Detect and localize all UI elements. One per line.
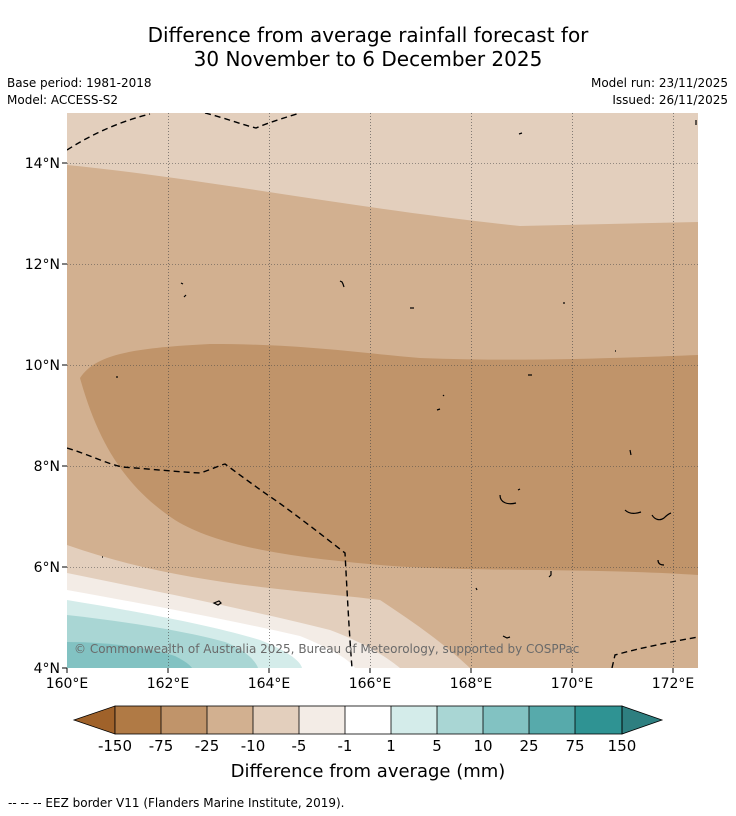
issued-label: Issued: 26/11/2025	[612, 93, 728, 107]
base-period-label: Base period: 1981-2018	[7, 76, 152, 90]
colorbar-label: 75	[565, 737, 584, 755]
lat-label: 8°N	[34, 459, 60, 475]
colorbar-label: -75	[149, 737, 174, 755]
model-label: Model: ACCESS-S2	[7, 93, 119, 107]
lat-label: 6°N	[34, 560, 60, 576]
colorbar-segment	[575, 706, 622, 734]
contour-band-10-to-25	[67, 642, 192, 668]
longitude-labels: 160°E 162°E 164°E 166°E 168°E 170°E 172°…	[46, 676, 695, 692]
colorbar-label: 5	[432, 737, 442, 755]
colorbar-label: 150	[608, 737, 637, 755]
colorbar-label: 10	[473, 737, 492, 755]
colorbar-label: -10	[241, 737, 266, 755]
axis-ticks	[62, 162, 674, 673]
lat-label: 4°N	[34, 661, 60, 677]
colorbar-label: -1	[338, 737, 353, 755]
colorbar-segment	[253, 706, 299, 734]
colorbar-segment	[207, 706, 253, 734]
colorbar-segment	[115, 706, 161, 734]
lon-label: 164°E	[248, 676, 291, 692]
chart-title-line-1: Difference from average rainfall forecas…	[147, 23, 589, 47]
latitude-labels: 4°N 6°N 8°N 10°N 12°N 14°N	[25, 156, 60, 677]
contour-band-minus-25-to-minus-75	[80, 344, 698, 575]
colorbar: -150 -75 -25 -10 -5 -1 1 5 10 25 75 150	[72, 705, 664, 755]
map-gridlines	[67, 113, 698, 668]
colorbar-segment	[345, 706, 391, 734]
lon-label: 170°E	[551, 676, 594, 692]
colorbar-label: 1	[386, 737, 396, 755]
colorbar-segment	[529, 706, 575, 734]
colorbar-segment	[437, 706, 483, 734]
colorbar-label: -25	[195, 737, 220, 755]
colorbar-caption: Difference from average (mm)	[230, 761, 506, 782]
colorbar-label: -150	[98, 737, 132, 755]
lon-label: 162°E	[147, 676, 190, 692]
colorbar-low-arrow	[72, 705, 116, 735]
lon-label: 166°E	[349, 676, 392, 692]
colorbar-label: 25	[519, 737, 538, 755]
islands	[102, 120, 697, 639]
lat-label: 12°N	[25, 257, 60, 273]
chart-title-line-2: 30 November to 6 December 2025	[193, 47, 543, 71]
colorbar-segment	[161, 706, 207, 734]
colorbar-segment	[391, 706, 437, 734]
lon-label: 172°E	[652, 676, 695, 692]
colorbar-segment	[483, 706, 529, 734]
copyright-text: © Commonwealth of Australia 2025, Bureau…	[74, 642, 579, 656]
colorbar-high-arrow	[621, 705, 664, 735]
lon-label: 168°E	[450, 676, 493, 692]
eez-borders	[67, 113, 698, 668]
lat-label: 14°N	[25, 156, 60, 172]
model-run-label: Model run: 23/11/2025	[590, 76, 728, 90]
rainfall-contours	[67, 113, 698, 668]
lat-label: 10°N	[25, 358, 60, 374]
lon-label: 160°E	[46, 676, 89, 692]
colorbar-label: -5	[292, 737, 307, 755]
eez-footnote: -- -- -- EEZ border V11 (Flanders Marine…	[8, 796, 345, 810]
colorbar-segment	[299, 706, 345, 734]
